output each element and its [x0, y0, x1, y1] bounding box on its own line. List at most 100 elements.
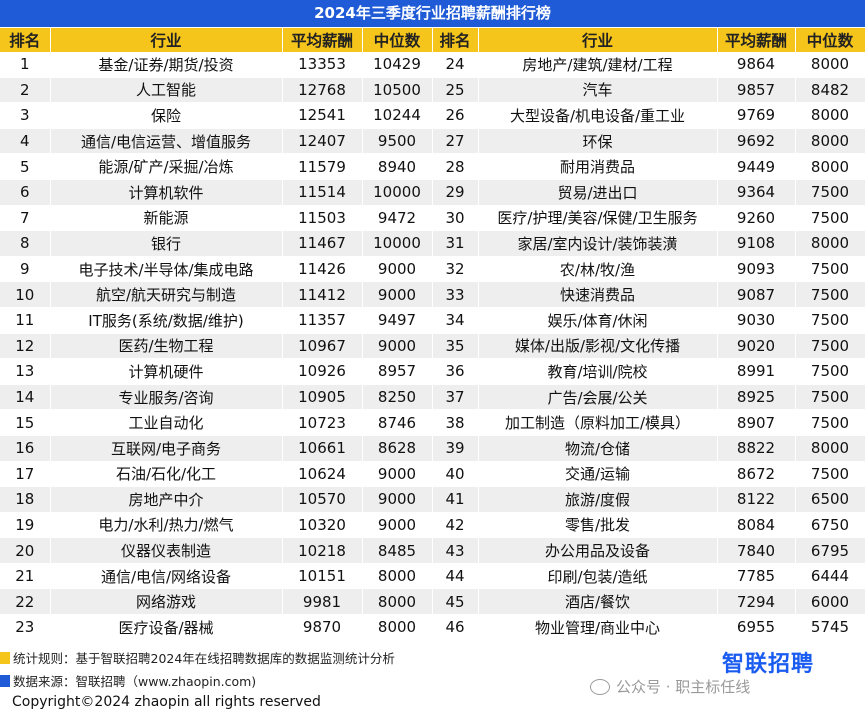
cell-avg-salary-right: 9769 [717, 102, 796, 129]
header-rank: 排名 [0, 28, 51, 52]
cell-median: 9497 [362, 307, 433, 334]
cell-median: 9000 [362, 461, 433, 488]
cell-median-right: 6500 [795, 486, 865, 513]
cell-industry-right: 快速消费品 [478, 281, 718, 308]
cell-rank-right: 46 [432, 614, 479, 641]
cell-avg-salary: 10624 [282, 461, 363, 488]
cell-industry-right: 医疗/护理/美容/保健/卫生服务 [478, 205, 718, 232]
cell-avg-salary-right: 9864 [717, 52, 796, 78]
brand-logo: 智联招聘 [722, 652, 815, 677]
cell-median: 10000 [362, 179, 433, 206]
cell-median: 10000 [362, 230, 433, 257]
cell-median-right: 6795 [795, 537, 865, 564]
cell-rank: 16 [0, 435, 51, 462]
cell-rank: 23 [0, 614, 51, 641]
cell-rank: 21 [0, 563, 51, 590]
cell-industry-right: 媒体/出版/影视/文化传播 [478, 333, 718, 360]
cell-avg-salary: 9870 [282, 614, 363, 641]
table-row: 11 IT服务(系统/数据/维护) 11357 9497 34 娱乐/体育/休闲 9030 7… [0, 307, 865, 334]
table-header-row: 排名 行业 平均薪酬 中位数 排名 行业 平均薪酬 中位数 [0, 28, 865, 52]
rule-marker [0, 651, 10, 664]
stat-rule-text: 统计规则：基于智联招聘2024年在线招聘数据库的数据监测统计分析 [13, 651, 395, 666]
cell-industry-right: 贸易/进出口 [478, 179, 718, 206]
table-row: 19 电力/水利/热力/燃气 10320 9000 42 零售/批发 8084 6750 [0, 512, 865, 539]
cell-avg-salary: 13353 [282, 52, 363, 78]
cell-median: 10244 [362, 102, 433, 129]
cell-avg-salary-right: 8122 [717, 486, 796, 513]
cell-industry-right: 家居/室内设计/装饰装潢 [478, 230, 718, 257]
table-row: 20 仪器仪表制造 10218 8485 43 办公用品及设备 7840 6795 [0, 537, 865, 564]
table-row: 22 网络游戏 9981 8000 45 酒店/餐饮 7294 6000 [0, 588, 865, 616]
header-median: 中位数 [362, 28, 433, 52]
cell-median-right: 8000 [795, 102, 865, 129]
cell-rank-right: 45 [432, 588, 479, 616]
cell-rank-right: 35 [432, 333, 479, 360]
table-row: 15 工业自动化 10723 8746 38 加工制造（原料加工/模具） 8907 7500 [0, 409, 865, 436]
cell-median-right: 7500 [795, 384, 865, 411]
cell-industry-right: 房地产/建筑/建材/工程 [478, 52, 718, 78]
cell-median: 10429 [362, 52, 433, 78]
cell-industry: 人工智能 [50, 77, 283, 104]
cell-avg-salary: 11412 [282, 281, 363, 308]
cell-avg-salary: 12407 [282, 128, 363, 155]
cell-rank: 6 [0, 179, 51, 206]
cell-avg-salary-right: 9020 [717, 333, 796, 360]
cell-median: 9000 [362, 256, 433, 283]
cell-median-right: 7500 [795, 333, 865, 360]
cell-rank-right: 34 [432, 307, 479, 334]
cell-industry: 工业自动化 [50, 409, 283, 436]
cell-industry-right: 物业管理/商业中心 [478, 614, 718, 641]
cell-median-right: 7500 [795, 409, 865, 436]
source-marker [0, 674, 10, 687]
cell-rank-right: 36 [432, 358, 479, 385]
cell-rank: 3 [0, 102, 51, 129]
cell-median: 10500 [362, 77, 433, 104]
cell-median: 9500 [362, 128, 433, 155]
table-row: 5 能源/矿产/采掘/冶炼 11579 8940 28 耐用消费品 9449 8000 [0, 153, 865, 180]
cell-median-right: 6444 [795, 563, 865, 590]
watermark-text: 公众号 · 职主标任线 [616, 678, 751, 696]
cell-avg-salary-right: 8822 [717, 435, 796, 462]
cell-median-right: 8000 [795, 153, 865, 180]
cell-rank-right: 25 [432, 77, 479, 104]
cell-avg-salary: 10926 [282, 358, 363, 385]
cell-rank-right: 29 [432, 179, 479, 206]
header-industry-right: 行业 [478, 28, 718, 52]
cell-median-right: 7500 [795, 256, 865, 283]
cell-avg-salary: 11514 [282, 179, 363, 206]
cell-median-right: 7500 [795, 179, 865, 206]
cell-median-right: 5745 [795, 614, 865, 641]
header-avg-salary-right: 平均薪酬 [717, 28, 796, 52]
cell-avg-salary: 10570 [282, 486, 363, 513]
cell-avg-salary-right: 8084 [717, 512, 796, 539]
cell-median-right: 8000 [795, 230, 865, 257]
cell-median: 8000 [362, 588, 433, 616]
cell-industry-right: 农/林/牧/渔 [478, 256, 718, 283]
table-row: 17 石油/石化/化工 10624 9000 40 交通/运输 8672 7500 [0, 461, 865, 488]
cell-rank: 13 [0, 358, 51, 385]
cell-avg-salary: 10967 [282, 333, 363, 360]
cell-avg-salary: 10218 [282, 537, 363, 564]
cell-avg-salary-right: 9108 [717, 230, 796, 257]
cell-median: 8000 [362, 563, 433, 590]
cell-industry: 医药/生物工程 [50, 333, 283, 360]
cell-industry: 保险 [50, 102, 283, 129]
cell-avg-salary-right: 8991 [717, 358, 796, 385]
cell-rank: 20 [0, 537, 51, 564]
cell-avg-salary: 12541 [282, 102, 363, 129]
cell-median: 9000 [362, 486, 433, 513]
cell-rank: 12 [0, 333, 51, 360]
cell-rank: 8 [0, 230, 51, 257]
header-median-right: 中位数 [795, 28, 865, 52]
cell-industry: 银行 [50, 230, 283, 257]
cell-avg-salary-right: 7785 [717, 563, 796, 590]
cell-rank: 9 [0, 256, 51, 283]
cell-rank-right: 28 [432, 153, 479, 180]
cell-industry: 电子技术/半导体/集成电路 [50, 256, 283, 283]
wechat-icon [590, 678, 610, 695]
cell-industry-right: 交通/运输 [478, 461, 718, 488]
cell-median-right: 8000 [795, 435, 865, 462]
cell-rank: 2 [0, 77, 51, 104]
table-row: 16 互联网/电子商务 10661 8628 39 物流/仓储 8822 8000 [0, 435, 865, 462]
table-row: 23 医疗设备/器械 9870 8000 46 物业管理/商业中心 6955 5745 [0, 614, 865, 641]
